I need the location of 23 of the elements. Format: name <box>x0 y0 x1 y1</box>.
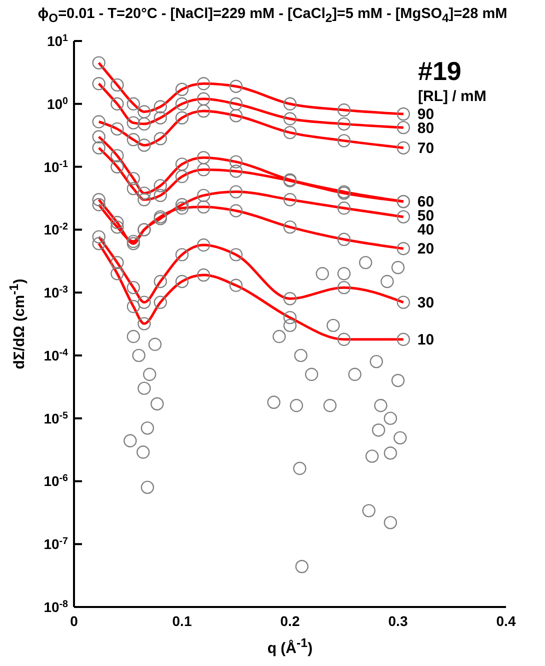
x-axis-title: q (Å$^{-1}$) <box>266 636 314 657</box>
x-tick-label: 0 <box>70 613 78 629</box>
y-tick-label: 10$^{1}$ <box>46 32 69 49</box>
x-tick-label: 0.3 <box>387 613 409 629</box>
y-tick-label: 10$^{-8}$ <box>44 598 69 615</box>
y-tick-label: 10$^{0}$ <box>46 95 69 112</box>
series-label: 30 <box>417 294 434 312</box>
x-tick-label: 0.2 <box>279 613 301 629</box>
x-tick-label: 0.4 <box>495 613 517 629</box>
annotation: #19 <box>418 56 462 87</box>
y-tick-label: 10$^{-4}$ <box>44 346 69 364</box>
x-tick-label: 0.1 <box>171 613 193 629</box>
y-tick-label: 10$^{-6}$ <box>44 472 69 490</box>
y-tick-label: 10$^{-7}$ <box>44 536 69 552</box>
legend-title: [RL] / mM <box>418 88 486 105</box>
y-tick-label: 10$^{-3}$ <box>44 284 69 301</box>
chart-title: ϕ$_{O}$=0.01 - T=20°C - [NaCl]=229 mM - [CaCl$_{2}$]=5 mM - [MgSO$_{4}$]=28 mM <box>36 6 508 25</box>
y-tick-label: 10$^{-5}$ <box>44 410 69 426</box>
series-label: 20 <box>417 240 434 258</box>
y-tick-label: 10$^{-1}$ <box>44 158 69 175</box>
series-label: 70 <box>417 140 434 157</box>
series-label: 10 <box>417 331 434 348</box>
y-tick-label: 10$^{-2}$ <box>44 221 69 238</box>
